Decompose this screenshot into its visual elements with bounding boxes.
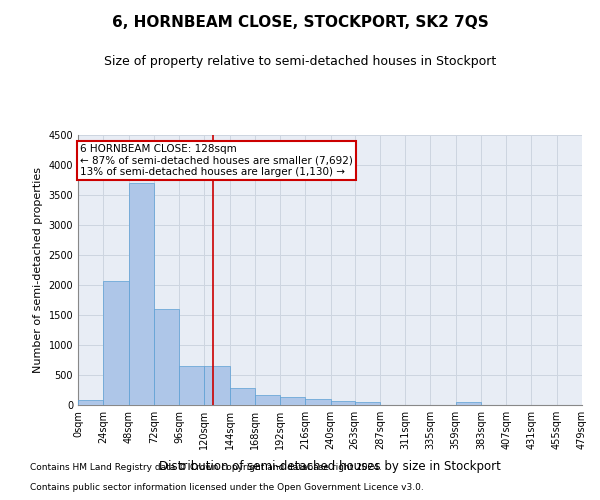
- Bar: [179, 366, 204, 405]
- Text: 6 HORNBEAM CLOSE: 128sqm
← 87% of semi-detached houses are smaller (7,692)
13% o: 6 HORNBEAM CLOSE: 128sqm ← 87% of semi-d…: [80, 144, 353, 177]
- Text: Contains HM Land Registry data © Crown copyright and database right 2024.: Contains HM Land Registry data © Crown c…: [30, 464, 382, 472]
- Bar: [305, 399, 331, 405]
- Bar: [103, 282, 128, 405]
- Bar: [355, 402, 380, 405]
- X-axis label: Distribution of semi-detached houses by size in Stockport: Distribution of semi-detached houses by …: [159, 460, 501, 473]
- Bar: [204, 366, 230, 405]
- Bar: [456, 402, 481, 405]
- Text: Size of property relative to semi-detached houses in Stockport: Size of property relative to semi-detach…: [104, 55, 496, 68]
- Bar: [128, 183, 154, 405]
- Bar: [331, 402, 355, 405]
- Y-axis label: Number of semi-detached properties: Number of semi-detached properties: [33, 167, 43, 373]
- Bar: [154, 309, 179, 405]
- Bar: [230, 388, 255, 405]
- Bar: [280, 397, 305, 405]
- Bar: [78, 400, 103, 405]
- Text: 6, HORNBEAM CLOSE, STOCKPORT, SK2 7QS: 6, HORNBEAM CLOSE, STOCKPORT, SK2 7QS: [112, 15, 488, 30]
- Bar: [255, 396, 280, 405]
- Text: Contains public sector information licensed under the Open Government Licence v3: Contains public sector information licen…: [30, 484, 424, 492]
